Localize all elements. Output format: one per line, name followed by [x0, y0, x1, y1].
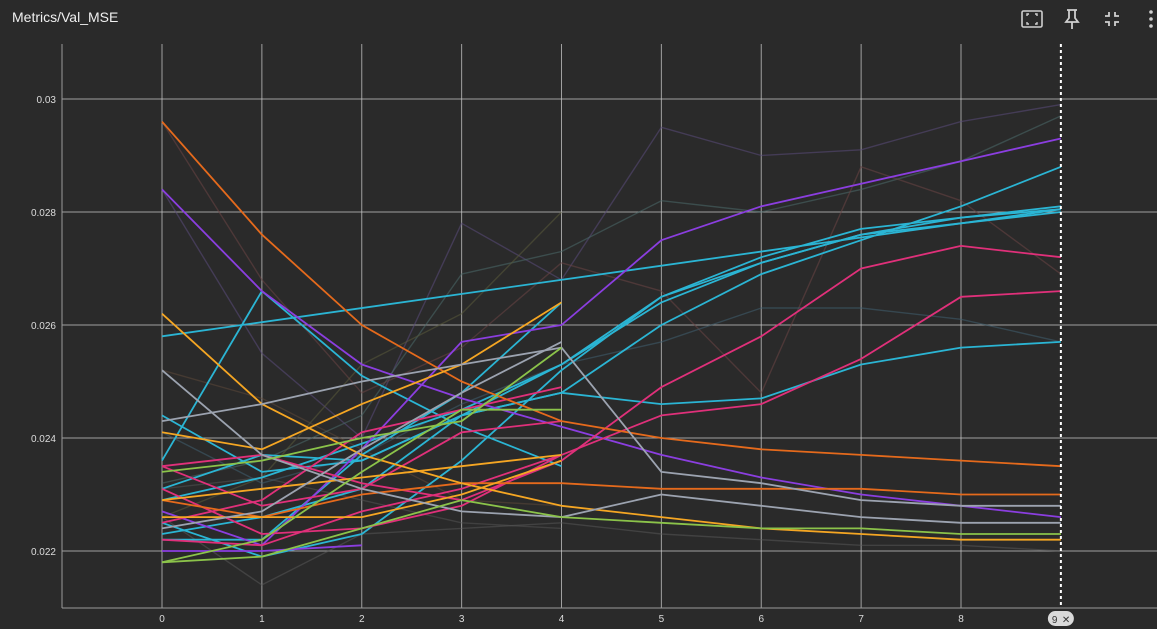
series-line-20[interactable]	[161, 454, 562, 501]
series-line-11[interactable]	[161, 244, 1062, 502]
series-line-24[interactable]	[161, 341, 562, 530]
series-line-29[interactable]	[161, 115, 1062, 484]
series-line-28[interactable]	[161, 103, 1062, 439]
series-line-19[interactable]	[161, 301, 562, 451]
pin-button[interactable]	[1059, 6, 1085, 32]
series-line-27[interactable]	[161, 346, 563, 473]
x-tick-label-6: 6	[758, 614, 764, 625]
axes	[61, 44, 1157, 609]
pin-icon	[1064, 9, 1080, 29]
series-line-33[interactable]	[161, 516, 1061, 586]
series-line-25[interactable]	[161, 499, 1061, 564]
series-line-9[interactable]	[161, 188, 1062, 518]
cursor-step-label: 9	[1052, 615, 1058, 626]
x-tick-label-4: 4	[559, 614, 565, 625]
series-line-6[interactable]	[161, 290, 562, 468]
series-line-23[interactable]	[161, 369, 1061, 524]
step-cursor[interactable]: 9 ✕	[1047, 44, 1074, 626]
tick-labels: 0 1 2 3 4 5 6 7 8 0.022 0.024 0.026 0.028 0.03	[31, 95, 964, 625]
fit-domain-button[interactable]	[1019, 6, 1045, 32]
series-lines	[161, 103, 1062, 586]
series-line-16[interactable]	[161, 121, 1061, 468]
cursor-close-icon[interactable]: ✕	[1062, 615, 1070, 626]
y-tick-label-2: 0.026	[31, 321, 56, 332]
series-line-15[interactable]	[161, 454, 562, 547]
y-tick-label-1: 0.024	[31, 434, 56, 445]
y-tick-label-0: 0.022	[31, 547, 56, 558]
x-tick-label-2: 2	[359, 614, 365, 625]
series-line-30[interactable]	[161, 121, 1062, 394]
series-line-34[interactable]	[161, 476, 562, 530]
y-tick-label-3: 0.028	[31, 208, 56, 219]
x-tick-label-8: 8	[958, 614, 964, 625]
series-line-10[interactable]	[162, 544, 362, 552]
x-tick-label-3: 3	[459, 614, 465, 625]
x-tick-label-0: 0	[159, 614, 165, 625]
x-tick-label-7: 7	[858, 614, 864, 625]
series-line-12[interactable]	[161, 290, 1061, 535]
series-line-0[interactable]	[161, 208, 1062, 338]
series-line-18[interactable]	[161, 313, 1061, 541]
more-vert-icon	[1149, 10, 1153, 28]
collapse-button[interactable]	[1099, 6, 1125, 32]
series-line-3[interactable]	[161, 208, 1061, 535]
cursor-badge[interactable]	[1047, 611, 1074, 626]
series-line-13[interactable]	[161, 386, 562, 524]
collapse-icon	[1105, 12, 1119, 26]
y-tick-label-4: 0.03	[37, 95, 57, 106]
fit-domain-icon	[1021, 10, 1043, 28]
series-line-4[interactable]	[161, 211, 1062, 501]
x-tick-label-5: 5	[659, 614, 665, 625]
series-line-26[interactable]	[161, 408, 562, 564]
more-button[interactable]	[1139, 6, 1157, 32]
chart-title: Metrics/Val_MSE	[12, 9, 119, 25]
series-line-22[interactable]	[161, 346, 1061, 507]
x-tick-label-1: 1	[259, 614, 265, 625]
series-line-5[interactable]	[161, 341, 1061, 490]
